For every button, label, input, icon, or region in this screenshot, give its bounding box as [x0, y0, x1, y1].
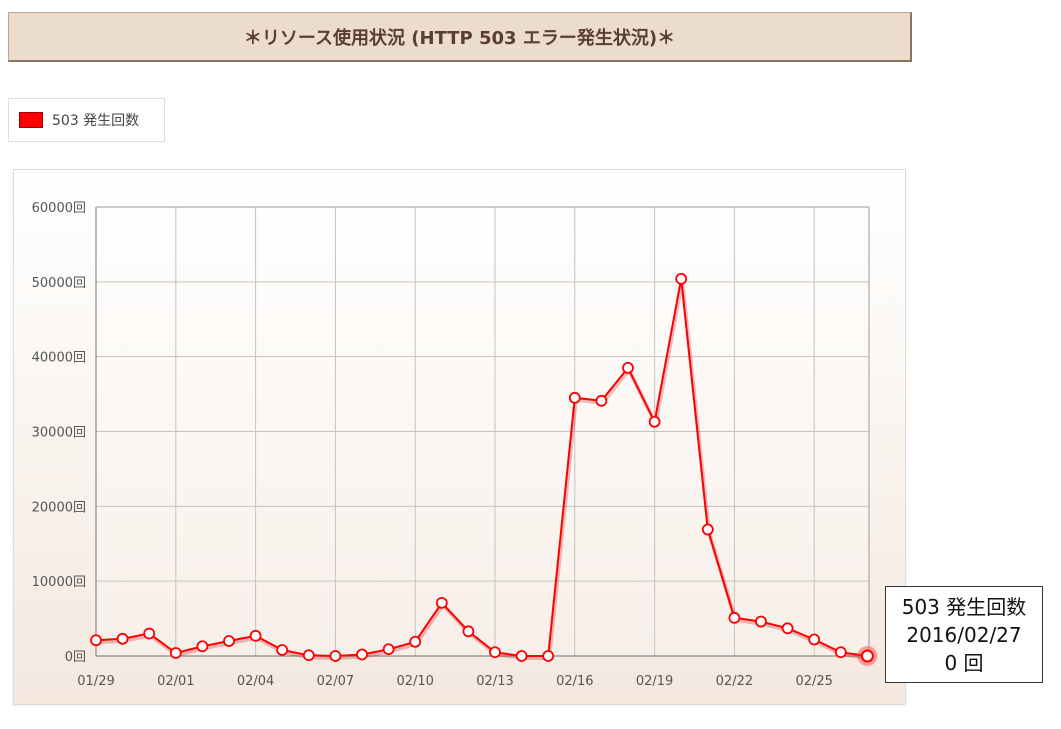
data-point — [728, 611, 741, 624]
data-point — [169, 647, 182, 659]
data-point — [435, 596, 448, 609]
data-point — [143, 627, 156, 640]
data-point — [808, 633, 821, 646]
x-tick-label: 02/13 — [476, 674, 513, 689]
y-tick-label: 50000回 — [32, 276, 86, 291]
x-tick-label: 02/04 — [237, 674, 274, 689]
legend-swatch — [19, 112, 43, 128]
data-point — [90, 634, 102, 647]
data-point — [116, 632, 129, 645]
data-point — [515, 650, 528, 662]
x-tick-label: 02/07 — [317, 674, 354, 689]
data-point — [249, 629, 262, 642]
y-tick-label: 60000回 — [32, 201, 86, 216]
tooltip-value: 0 回 — [944, 650, 984, 675]
data-point — [356, 648, 368, 661]
x-tick-label: 02/16 — [556, 674, 593, 689]
tooltip-series: 503 発生回数 — [901, 594, 1027, 619]
data-point — [622, 361, 634, 374]
data-point — [542, 650, 555, 662]
x-tick-label: 02/10 — [396, 674, 433, 689]
data-point — [329, 650, 342, 662]
data-point — [755, 615, 767, 628]
data-point — [595, 394, 608, 407]
chart-panel — [13, 169, 906, 705]
data-point — [409, 635, 422, 648]
data-point — [648, 415, 661, 428]
data-point — [701, 523, 714, 536]
section-title: ＊リソース使用状況 (HTTP 503 エラー発生状況)＊ — [243, 27, 676, 49]
legend-label: 503 発生回数 — [52, 113, 140, 129]
y-tick-label: 0回 — [65, 650, 86, 665]
x-tick-label: 02/22 — [716, 674, 753, 689]
data-point — [489, 646, 501, 659]
section-title-bar: ＊リソース使用状況 (HTTP 503 エラー発生状況)＊ — [8, 12, 912, 62]
data-point — [462, 625, 475, 638]
tooltip-date: 2016/02/27 — [906, 622, 1022, 647]
data-point — [382, 643, 395, 656]
data-point — [276, 644, 289, 656]
data-point — [834, 646, 847, 659]
x-tick-label: 02/19 — [636, 674, 673, 689]
data-point — [675, 272, 688, 285]
y-tick-label: 20000回 — [32, 500, 86, 515]
data-point — [781, 622, 794, 635]
chart-legend: 503 発生回数 — [8, 98, 165, 142]
highlight-point — [860, 649, 874, 663]
x-tick-label: 02/01 — [157, 674, 194, 689]
data-point — [302, 649, 315, 662]
data-point — [568, 391, 581, 404]
y-tick-label: 30000回 — [32, 426, 86, 441]
data-point — [196, 640, 209, 653]
y-tick-label: 10000回 — [32, 575, 86, 590]
data-tooltip: 503 発生回数 2016/02/27 0 回 — [885, 586, 1043, 683]
x-tick-label: 01/29 — [77, 674, 114, 689]
data-point — [223, 635, 235, 647]
x-tick-label: 02/25 — [795, 674, 832, 689]
y-tick-label: 40000回 — [32, 351, 86, 366]
